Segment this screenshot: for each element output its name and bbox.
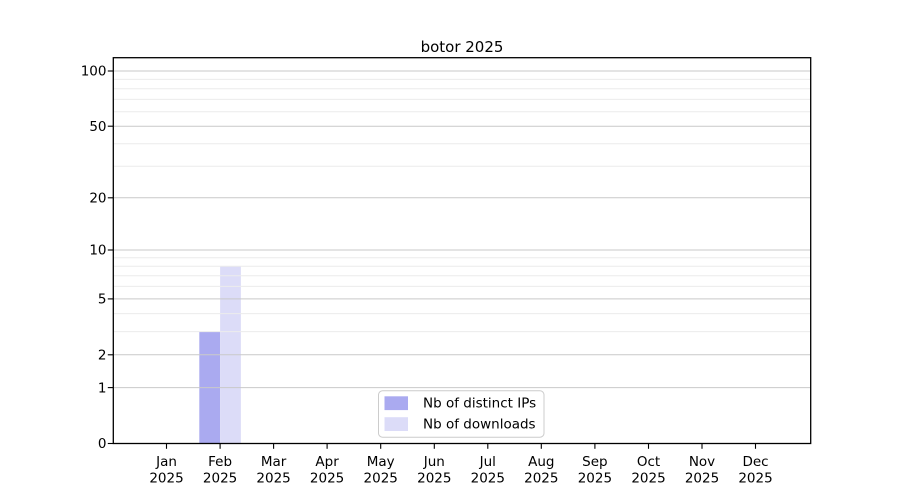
x-tick-label-month: Aug	[528, 454, 554, 470]
y-tick-label: 20	[89, 191, 106, 207]
plot-border	[112, 57, 812, 445]
y-tick-label: 100	[81, 64, 107, 80]
legend-box	[378, 390, 545, 438]
y-tick-label: 10	[89, 243, 106, 259]
legend: Nb of distinct IPs Nb of downloads	[378, 390, 545, 438]
x-tick-label-year: 2025	[256, 471, 290, 487]
x-tick-label-year: 2025	[578, 471, 612, 487]
x-tick-label-year: 2025	[738, 471, 772, 487]
y-tick-label: 2	[98, 348, 107, 364]
x-tick-label-year: 2025	[364, 471, 398, 487]
y-tick-label: 0	[98, 436, 107, 452]
legend-label-nb-of-distinct-ips: Nb of distinct IPs	[423, 396, 536, 412]
x-tick-label-year: 2025	[417, 471, 451, 487]
x-tick-label-month: Oct	[637, 454, 660, 470]
chart-title: botor 2025	[421, 38, 504, 56]
x-tick-label-month: Mar	[261, 454, 287, 470]
x-tick-label-month: Jul	[479, 454, 496, 470]
x-tick-label-month: Jan	[155, 454, 177, 470]
x-tick-label-year: 2025	[631, 471, 665, 487]
x-tick-label-month: Apr	[315, 454, 339, 470]
y-tick-label: 1	[98, 380, 107, 396]
legend-label-nb-of-downloads: Nb of downloads	[423, 417, 536, 433]
x-tick-label-month: Dec	[742, 454, 768, 470]
x-tick-label-year: 2025	[524, 471, 558, 487]
x-tick-label-month: Nov	[689, 454, 715, 470]
y-tick-label: 5	[98, 292, 107, 308]
legend-swatch-nb-of-downloads	[384, 417, 408, 431]
x-tick-label-year: 2025	[685, 471, 719, 487]
x-tick-label-month: Jun	[423, 454, 445, 470]
x-tick-label-month: May	[367, 454, 395, 470]
x-tick-label-month: Sep	[582, 454, 607, 470]
x-tick-label-year: 2025	[310, 471, 344, 487]
axes-layer: 0125102050100Jan2025Feb2025Mar2025Apr202…	[81, 64, 773, 487]
plot-border-rect	[112, 57, 812, 445]
x-tick-label-year: 2025	[149, 471, 183, 487]
legend-swatch-nb-of-distinct-ips	[384, 396, 408, 411]
x-tick-label-year: 2025	[203, 471, 237, 487]
y-tick-label: 50	[89, 119, 106, 135]
grid-layer	[113, 70, 811, 389]
x-tick-label-year: 2025	[471, 471, 505, 487]
x-tick-label-month: Feb	[208, 454, 232, 470]
